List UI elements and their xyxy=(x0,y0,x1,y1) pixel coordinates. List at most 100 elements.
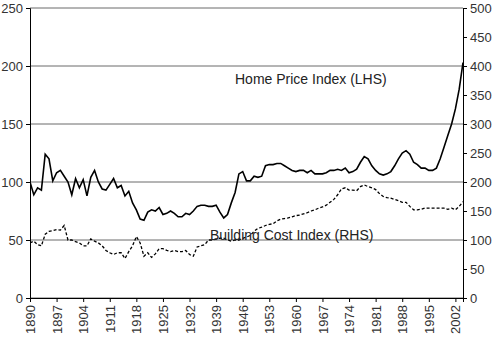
tick-mark xyxy=(136,298,137,302)
tick: 1911 xyxy=(103,298,118,333)
tick-mark xyxy=(243,298,244,302)
tick: 1890 xyxy=(23,298,38,334)
annotation: Home Price Index (LHS) xyxy=(235,71,387,87)
tick-mark xyxy=(163,298,164,302)
tick-mark xyxy=(349,298,350,302)
tick-mark xyxy=(216,298,217,302)
y-axis: 0 50 100 150 200 250 xyxy=(1,1,30,306)
home-price-line xyxy=(30,63,463,221)
tick-label: 500 xyxy=(470,1,492,16)
tick-label: 1890 xyxy=(23,305,38,334)
tick: 1939 xyxy=(209,298,224,334)
tick: 1932 xyxy=(183,298,198,334)
plot: 1890 1897 1904 1911 1918 1925 1932 1939 1946 1953… xyxy=(1,1,491,334)
tick: 150 xyxy=(1,117,30,132)
tick: 1946 xyxy=(236,298,251,334)
tick-label: 400 xyxy=(470,59,492,74)
tick-mark xyxy=(463,37,467,38)
tick-label: 250 xyxy=(1,1,23,16)
tick-label: 1967 xyxy=(316,305,331,334)
axis-line xyxy=(31,299,464,303)
tick-mark xyxy=(26,298,30,299)
tick: 1981 xyxy=(369,298,384,334)
tick: 350 xyxy=(463,88,492,103)
tick-mark xyxy=(463,8,467,9)
tick-label: 200 xyxy=(470,175,492,190)
tick-mark xyxy=(463,95,467,96)
axis-line xyxy=(464,9,468,299)
tick-label: 0 xyxy=(470,291,477,306)
tick-label: 150 xyxy=(470,204,492,219)
tick-mark xyxy=(190,298,191,302)
tick-mark xyxy=(26,66,30,67)
tick-label: 1960 xyxy=(289,305,304,334)
tick: 50 xyxy=(9,233,30,248)
tick-mark xyxy=(429,298,430,302)
grid-line xyxy=(30,124,463,125)
tick: 250 xyxy=(1,1,30,16)
tick: 100 xyxy=(463,233,492,248)
grid-line xyxy=(30,8,463,9)
tick: 1953 xyxy=(262,298,277,334)
tick: 300 xyxy=(463,117,492,132)
tick-label: 100 xyxy=(1,175,23,190)
tick-mark xyxy=(463,298,467,299)
tick: 1897 xyxy=(50,298,65,334)
chart: 1890 1897 1904 1911 1918 1925 1932 1939 1946 1953… xyxy=(0,0,494,348)
building-cost-line xyxy=(30,185,463,259)
tick: 1904 xyxy=(76,298,91,334)
tick-mark xyxy=(463,153,467,154)
tick-mark xyxy=(26,240,30,241)
tick: 1967 xyxy=(316,298,331,334)
tick-label: 1988 xyxy=(395,305,410,334)
tick: 500 xyxy=(463,1,492,16)
tick-mark xyxy=(26,8,30,9)
tick: 1988 xyxy=(395,298,410,334)
tick-mark xyxy=(463,211,467,212)
tick: 1960 xyxy=(289,298,304,334)
tick-mark xyxy=(463,182,467,183)
tick-label: 50 xyxy=(470,262,484,277)
tick: 450 xyxy=(463,30,492,45)
tick: 200 xyxy=(1,59,30,74)
tick-label: 1897 xyxy=(50,305,65,334)
tick-mark xyxy=(402,298,403,302)
tick-mark xyxy=(463,124,467,125)
y2-axis: 0 50 100 150 200 250 300 350 400 450 500 xyxy=(463,1,492,306)
tick-label: 2002 xyxy=(448,305,463,334)
tick-mark xyxy=(57,298,58,302)
tick-label: 1939 xyxy=(209,305,224,334)
tick-label: 1946 xyxy=(236,305,251,334)
tick-label: 250 xyxy=(470,146,492,161)
annotation: Building Cost Index (RHS) xyxy=(210,227,373,243)
tick-label: 100 xyxy=(470,233,492,248)
tick-label: 1953 xyxy=(262,305,277,334)
tick-mark xyxy=(455,298,456,302)
tick-label: 300 xyxy=(470,117,492,132)
tick: 2002 xyxy=(448,298,463,334)
tick-mark xyxy=(463,240,467,241)
tick: 0 xyxy=(463,291,477,306)
axis-line xyxy=(26,9,31,299)
tick-label: 150 xyxy=(1,117,23,132)
tick-mark xyxy=(110,298,111,302)
tick: 50 xyxy=(463,262,484,277)
tick: 0 xyxy=(16,291,30,306)
x-axis: 1890 1897 1904 1911 1918 1925 1932 1939 1946 1953… xyxy=(23,298,463,334)
tick-label: 1925 xyxy=(156,305,171,334)
grid-line xyxy=(30,66,463,67)
tick-label: 1911 xyxy=(103,305,118,333)
tick: 1925 xyxy=(156,298,171,334)
tick-mark xyxy=(463,66,467,67)
tick: 250 xyxy=(463,146,492,161)
tick-mark xyxy=(296,298,297,302)
tick-label: 1932 xyxy=(183,305,198,334)
tick-mark xyxy=(269,298,270,302)
tick-label: 1918 xyxy=(129,305,144,334)
tick-mark xyxy=(463,269,467,270)
tick-label: 50 xyxy=(9,233,23,248)
tick-mark xyxy=(83,298,84,302)
tick: 1918 xyxy=(129,298,144,334)
tick-label: 0 xyxy=(16,291,23,306)
tick-label: 1995 xyxy=(422,305,437,334)
